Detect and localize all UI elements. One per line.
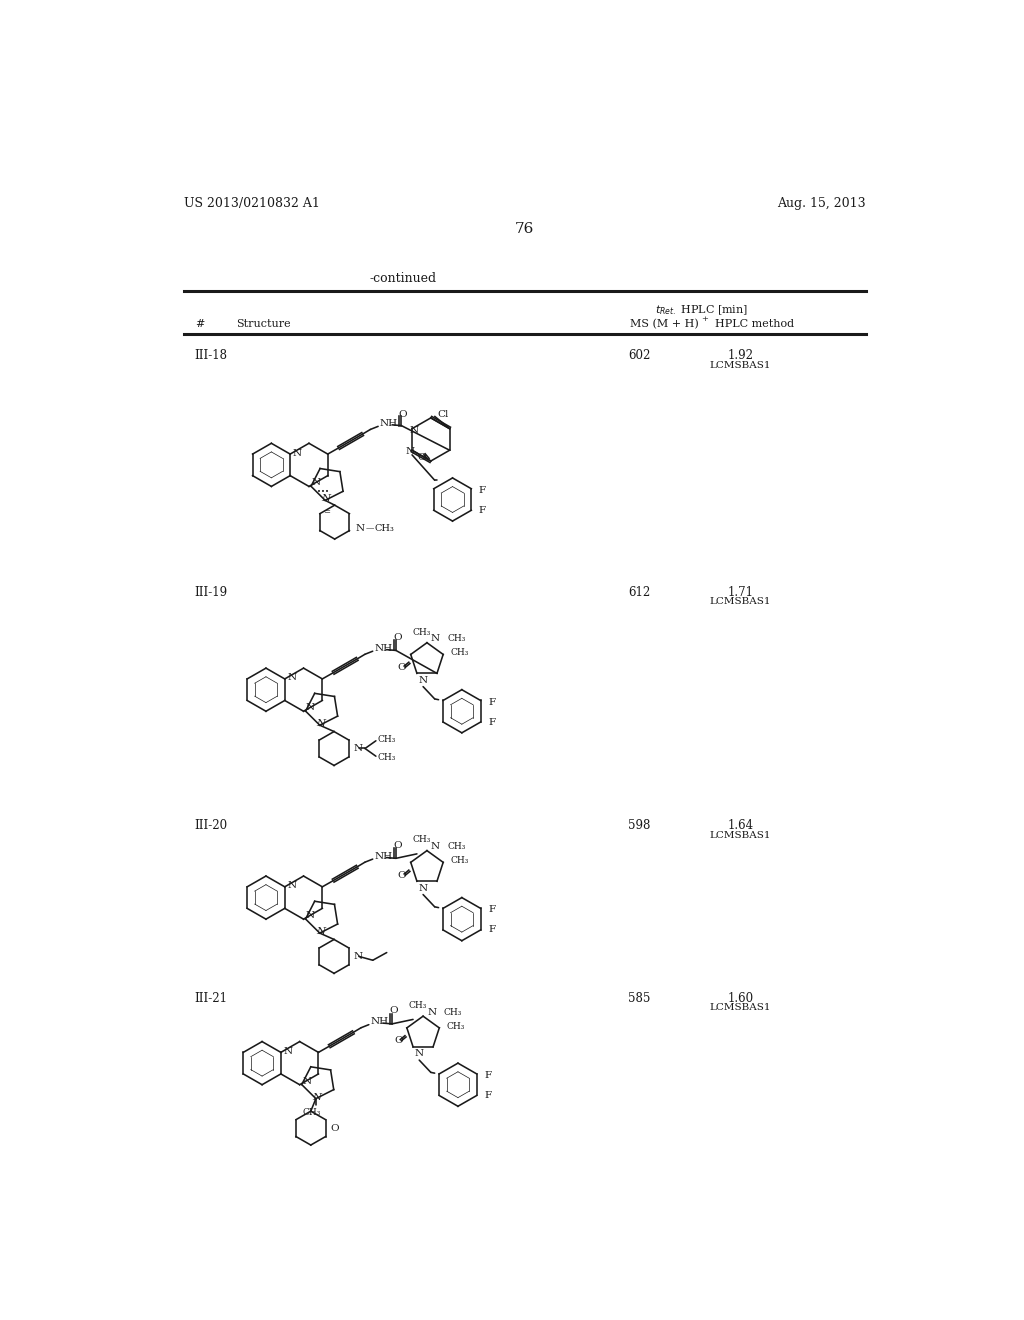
Text: -continued: -continued	[370, 272, 436, 285]
Text: O: O	[393, 632, 401, 642]
Text: =: =	[323, 508, 330, 516]
Text: $t_{Ret.}$ HPLC [min]: $t_{Ret.}$ HPLC [min]	[655, 304, 749, 317]
Text: Cl: Cl	[437, 411, 449, 420]
Text: Aug. 15, 2013: Aug. 15, 2013	[777, 197, 866, 210]
Text: NH: NH	[374, 644, 392, 652]
Text: N: N	[316, 927, 326, 936]
Text: MS (M + H): MS (M + H)	[630, 318, 699, 329]
Text: CH₃: CH₃	[378, 754, 396, 762]
Text: 1.92: 1.92	[727, 350, 754, 363]
Text: N: N	[312, 1093, 322, 1102]
Text: N: N	[409, 426, 418, 436]
Text: 1.64: 1.64	[727, 818, 754, 832]
Text: N: N	[316, 719, 326, 729]
Text: F: F	[488, 718, 496, 726]
Text: CH₃: CH₃	[443, 1008, 462, 1016]
Text: CH₃: CH₃	[375, 524, 395, 533]
Text: N: N	[419, 884, 428, 892]
Text: 1.71: 1.71	[727, 586, 754, 599]
Text: F: F	[488, 697, 496, 706]
Text: 1.60: 1.60	[727, 991, 754, 1005]
Text: US 2013/0210832 A1: US 2013/0210832 A1	[183, 197, 319, 210]
Text: N: N	[287, 882, 296, 890]
Text: CH₃: CH₃	[447, 842, 466, 851]
Text: O: O	[389, 1006, 398, 1015]
Text: LCMSBAS1: LCMSBAS1	[710, 830, 771, 840]
Text: N: N	[431, 842, 440, 851]
Text: N: N	[306, 704, 315, 711]
Text: O: O	[398, 663, 407, 672]
Text: CH₃: CH₃	[451, 648, 469, 657]
Text: NH: NH	[371, 1018, 388, 1026]
Text: III-19: III-19	[195, 586, 227, 599]
Text: N: N	[293, 449, 302, 458]
Text: O: O	[330, 1123, 339, 1133]
Text: 598: 598	[629, 818, 650, 832]
Text: III-18: III-18	[195, 350, 227, 363]
Text: O: O	[398, 409, 408, 418]
Text: O: O	[393, 841, 401, 850]
Text: N: N	[287, 673, 296, 682]
Text: CH₃: CH₃	[447, 635, 466, 643]
Text: N: N	[353, 744, 362, 752]
Text: 585: 585	[629, 991, 650, 1005]
Text: F: F	[488, 925, 496, 935]
Text: N: N	[306, 911, 315, 920]
Text: N: N	[284, 1047, 292, 1056]
Text: CH₃: CH₃	[451, 857, 469, 866]
Text: F: F	[479, 506, 486, 515]
Text: •••: •••	[316, 490, 329, 495]
Text: CH₃: CH₃	[409, 1001, 427, 1010]
Text: Structure: Structure	[237, 318, 291, 329]
Text: LCMSBAS1: LCMSBAS1	[710, 598, 771, 606]
Text: N: N	[322, 495, 331, 503]
Text: NH: NH	[374, 851, 392, 861]
Text: N: N	[415, 1049, 424, 1059]
Text: LCMSBAS1: LCMSBAS1	[710, 360, 771, 370]
Text: N: N	[427, 1008, 436, 1016]
Text: III-21: III-21	[195, 991, 227, 1005]
Text: N: N	[353, 952, 362, 961]
Text: 602: 602	[629, 350, 650, 363]
Text: N: N	[431, 635, 440, 643]
Text: 76: 76	[515, 222, 535, 235]
Text: N: N	[302, 1077, 311, 1085]
Text: NH: NH	[380, 418, 397, 428]
Text: LCMSBAS1: LCMSBAS1	[710, 1003, 771, 1012]
Text: CH₃: CH₃	[413, 836, 431, 845]
Text: N: N	[355, 524, 365, 533]
Text: O: O	[394, 1036, 402, 1045]
Text: CH₃: CH₃	[413, 627, 431, 636]
Text: N: N	[406, 447, 415, 457]
Text: O: O	[398, 871, 407, 879]
Text: F: F	[479, 486, 486, 495]
Text: HPLC method: HPLC method	[708, 318, 794, 329]
Text: F: F	[484, 1071, 492, 1080]
Text: O: O	[417, 454, 426, 462]
Text: —: —	[366, 524, 374, 532]
Text: 612: 612	[629, 586, 650, 599]
Text: CH₃: CH₃	[446, 1022, 465, 1031]
Text: N: N	[311, 478, 321, 487]
Text: CH₃: CH₃	[302, 1107, 321, 1117]
Text: III-20: III-20	[195, 818, 227, 832]
Text: F: F	[488, 906, 496, 915]
Text: F: F	[484, 1092, 492, 1100]
Text: N: N	[419, 676, 428, 685]
Text: CH₃: CH₃	[378, 735, 396, 743]
Text: +: +	[701, 315, 709, 323]
Text: #: #	[195, 318, 204, 329]
